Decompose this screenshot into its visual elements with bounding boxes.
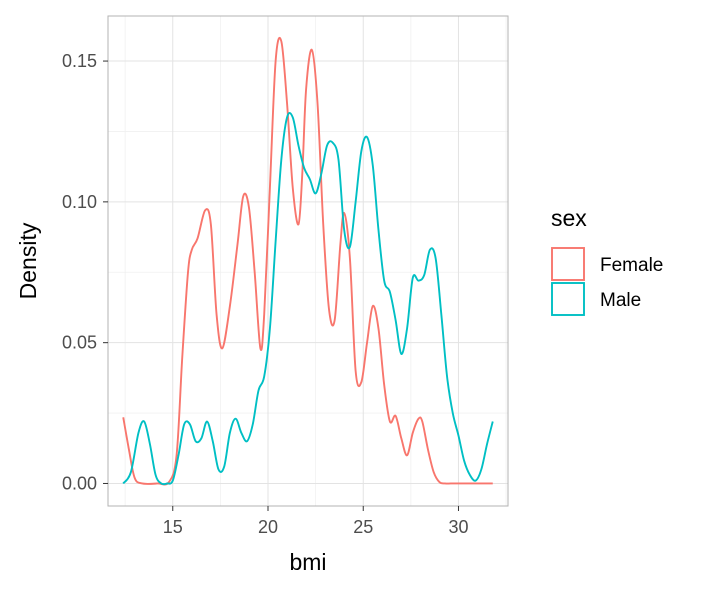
legend-label: Male — [600, 290, 641, 311]
y-tick-label: 0.15 — [62, 51, 97, 71]
x-tick-label: 25 — [353, 517, 373, 537]
x-axis-title: bmi — [289, 549, 326, 575]
x-axis: 15 20 25 30 — [163, 506, 468, 537]
x-tick-label: 20 — [258, 517, 278, 537]
panel-background — [108, 16, 508, 506]
legend: sex Female Male — [551, 205, 663, 316]
y-axis: 0.00 0.05 0.10 0.15 — [62, 51, 108, 493]
legend-item-male: Male — [551, 282, 641, 316]
minor-gridlines — [108, 16, 508, 506]
y-tick-label: 0.00 — [62, 473, 97, 493]
legend-title: sex — [551, 205, 587, 231]
legend-key-background — [551, 282, 585, 316]
y-axis-title: Density — [15, 222, 41, 299]
panel-border — [107, 15, 509, 507]
x-tick-label: 15 — [163, 517, 183, 537]
series-line-male — [122, 112, 494, 486]
legend-key-swatch — [551, 282, 585, 316]
legend-key-background — [551, 247, 585, 281]
x-tick-label: 30 — [448, 517, 468, 537]
series-line-female — [122, 37, 493, 486]
legend-key-swatch — [551, 247, 585, 281]
legend-item-female: Female — [551, 247, 663, 281]
plot-area — [107, 15, 509, 507]
y-tick-label: 0.10 — [62, 192, 97, 212]
series-layer — [122, 37, 494, 486]
y-tick-label: 0.05 — [62, 333, 97, 353]
legend-label: Female — [600, 255, 663, 276]
legend-items: Female Male — [551, 247, 663, 316]
